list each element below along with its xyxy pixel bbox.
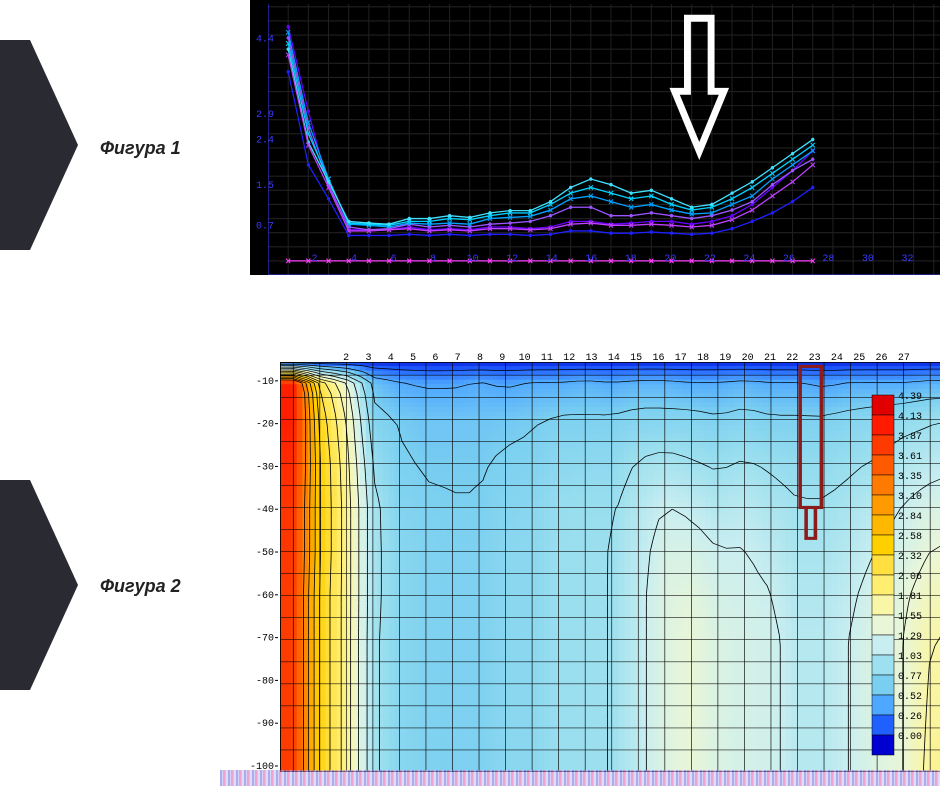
chart1-x-axis-labels: 246810121416182022242628303234 [268, 249, 940, 267]
svg-text:4: 4 [388, 353, 394, 362]
figure-2-label: Фигура 2 [100, 576, 181, 597]
svg-text:6: 6 [391, 254, 397, 265]
svg-text:1.5: 1.5 [256, 181, 274, 192]
chart2-x-axis-labels: 2345678910111213141516171819202122232425… [280, 350, 940, 362]
svg-text:16: 16 [652, 353, 664, 362]
svg-text:9: 9 [499, 353, 505, 362]
svg-text:12: 12 [563, 353, 575, 362]
svg-text:22: 22 [786, 353, 798, 362]
svg-text:-60: -60 [256, 591, 274, 602]
svg-text:26: 26 [876, 353, 888, 362]
svg-text:14: 14 [608, 353, 620, 362]
svg-text:0.7: 0.7 [256, 222, 274, 233]
svg-text:20: 20 [664, 254, 676, 265]
svg-text:8: 8 [477, 353, 483, 362]
svg-text:-80: -80 [256, 676, 274, 687]
svg-text:28: 28 [822, 254, 834, 265]
svg-text:8: 8 [430, 254, 436, 265]
figure-1-label: Фигура 1 [100, 138, 181, 159]
svg-text:24: 24 [743, 254, 755, 265]
line-chart-figure-1: 0.71.52.42.94.4 246810121416182022242628… [250, 0, 940, 275]
svg-text:-70: -70 [256, 634, 274, 645]
chart1-y-axis-labels: 0.7 1.5 2.4 2.9 4.4 [254, 4, 278, 275]
svg-text:7: 7 [455, 353, 461, 362]
svg-text:2: 2 [343, 353, 349, 362]
svg-text:11: 11 [541, 353, 553, 362]
svg-text:-20: -20 [256, 420, 274, 431]
svg-text:25: 25 [853, 353, 865, 362]
svg-text:4: 4 [351, 254, 357, 265]
svg-text:5: 5 [410, 353, 416, 362]
chart2-plot-area [280, 362, 940, 772]
svg-text:23: 23 [809, 353, 821, 362]
svg-text:14: 14 [546, 254, 558, 265]
pointer-shape-1 [0, 40, 70, 240]
svg-text:32: 32 [901, 254, 913, 265]
chart1-plot-area [268, 4, 940, 275]
svg-text:27: 27 [898, 353, 910, 362]
chart2-y-axis-labels: -10-20-30-40-50-60-70-80-90-100 [250, 362, 278, 772]
svg-text:10: 10 [519, 353, 531, 362]
svg-text:13: 13 [586, 353, 598, 362]
svg-text:16: 16 [585, 254, 597, 265]
svg-text:18: 18 [697, 353, 709, 362]
svg-text:-50: -50 [256, 548, 274, 559]
svg-text:-30: -30 [256, 462, 274, 473]
svg-text:12: 12 [506, 254, 518, 265]
svg-text:4.4: 4.4 [256, 34, 274, 45]
footer-noise-strip [220, 770, 940, 786]
heatmap-chart-figure-2: 2345678910111213141516171819202122232425… [250, 350, 940, 760]
svg-text:22: 22 [704, 254, 716, 265]
svg-text:17: 17 [675, 353, 687, 362]
svg-text:2.4: 2.4 [256, 136, 274, 147]
svg-text:3: 3 [365, 353, 371, 362]
svg-text:-40: -40 [256, 505, 274, 516]
svg-text:20: 20 [742, 353, 754, 362]
svg-text:2: 2 [312, 254, 318, 265]
svg-text:18: 18 [625, 254, 637, 265]
pointer-shape-2 [0, 480, 70, 680]
svg-text:2.9: 2.9 [256, 110, 274, 121]
svg-text:-10: -10 [256, 377, 274, 388]
svg-text:6: 6 [432, 353, 438, 362]
svg-text:10: 10 [467, 254, 479, 265]
svg-text:19: 19 [719, 353, 731, 362]
chart2-color-legend: 4.394.133.873.613.353.102.842.582.322.06… [868, 370, 940, 780]
svg-text:15: 15 [630, 353, 642, 362]
svg-text:26: 26 [783, 254, 795, 265]
svg-text:30: 30 [862, 254, 874, 265]
svg-text:-90: -90 [256, 719, 274, 730]
svg-text:24: 24 [831, 353, 843, 362]
svg-text:21: 21 [764, 353, 776, 362]
